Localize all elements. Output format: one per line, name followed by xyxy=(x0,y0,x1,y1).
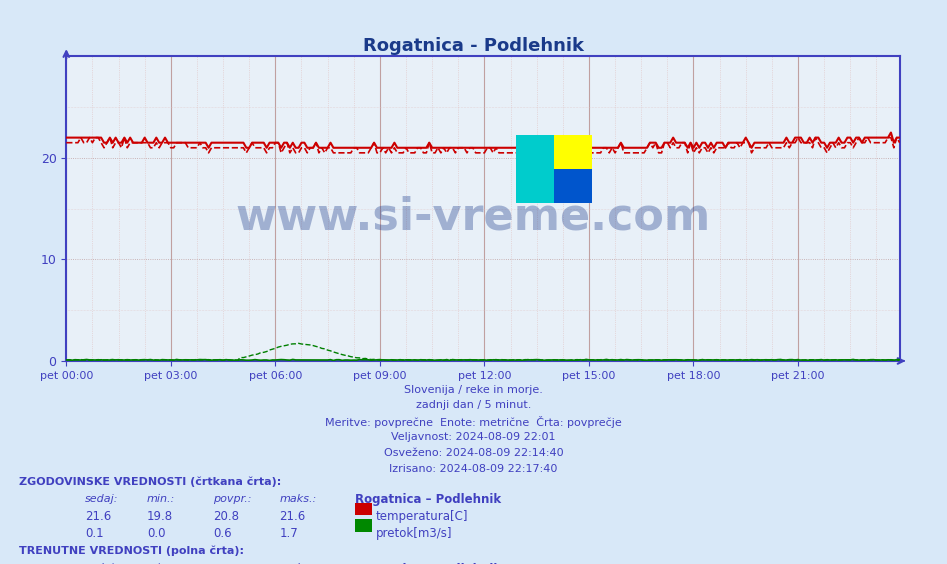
Text: 20.8: 20.8 xyxy=(213,510,239,523)
Text: 0.0: 0.0 xyxy=(147,527,166,540)
Text: min.:: min.: xyxy=(147,494,175,504)
Text: 0.6: 0.6 xyxy=(213,527,232,540)
Text: 1.7: 1.7 xyxy=(279,527,298,540)
Text: 21.6: 21.6 xyxy=(85,510,112,523)
Text: Meritve: povprečne  Enote: metrične  Črta: povprečje: Meritve: povprečne Enote: metrične Črta:… xyxy=(325,416,622,428)
Bar xyxy=(355,503,372,515)
Text: Rogatnica – Podlehnik: Rogatnica – Podlehnik xyxy=(355,494,501,506)
Text: povpr.:: povpr.: xyxy=(213,563,252,564)
Text: Osveženo: 2024-08-09 22:14:40: Osveženo: 2024-08-09 22:14:40 xyxy=(384,448,563,458)
Text: Veljavnost: 2024-08-09 22:01: Veljavnost: 2024-08-09 22:01 xyxy=(391,432,556,442)
Text: Rogatnica – Podlehnik: Rogatnica – Podlehnik xyxy=(355,563,501,564)
Text: zadnji dan / 5 minut.: zadnji dan / 5 minut. xyxy=(416,400,531,411)
Text: temperatura[C]: temperatura[C] xyxy=(376,510,469,523)
Text: Slovenija / reke in morje.: Slovenija / reke in morje. xyxy=(404,385,543,395)
Text: maks.:: maks.: xyxy=(279,563,316,564)
Bar xyxy=(355,519,372,532)
Text: 21.6: 21.6 xyxy=(279,510,306,523)
Text: TRENUTNE VREDNOSTI (polna črta):: TRENUTNE VREDNOSTI (polna črta): xyxy=(19,546,244,557)
Text: sedaj:: sedaj: xyxy=(85,494,118,504)
Text: maks.:: maks.: xyxy=(279,494,316,504)
Text: sedaj:: sedaj: xyxy=(85,563,118,564)
Text: povpr.:: povpr.: xyxy=(213,494,252,504)
Text: pretok[m3/s]: pretok[m3/s] xyxy=(376,527,453,540)
Text: www.si-vreme.com: www.si-vreme.com xyxy=(236,196,711,239)
Text: 19.8: 19.8 xyxy=(147,510,173,523)
Bar xyxy=(554,169,592,203)
Text: Rogatnica - Podlehnik: Rogatnica - Podlehnik xyxy=(363,37,584,55)
Text: ZGODOVINSKE VREDNOSTI (črtkana črta):: ZGODOVINSKE VREDNOSTI (črtkana črta): xyxy=(19,477,281,487)
Text: min.:: min.: xyxy=(147,563,175,564)
Bar xyxy=(554,135,592,169)
Bar xyxy=(516,135,554,203)
Text: Izrisano: 2024-08-09 22:17:40: Izrisano: 2024-08-09 22:17:40 xyxy=(389,464,558,474)
Text: 0.1: 0.1 xyxy=(85,527,104,540)
